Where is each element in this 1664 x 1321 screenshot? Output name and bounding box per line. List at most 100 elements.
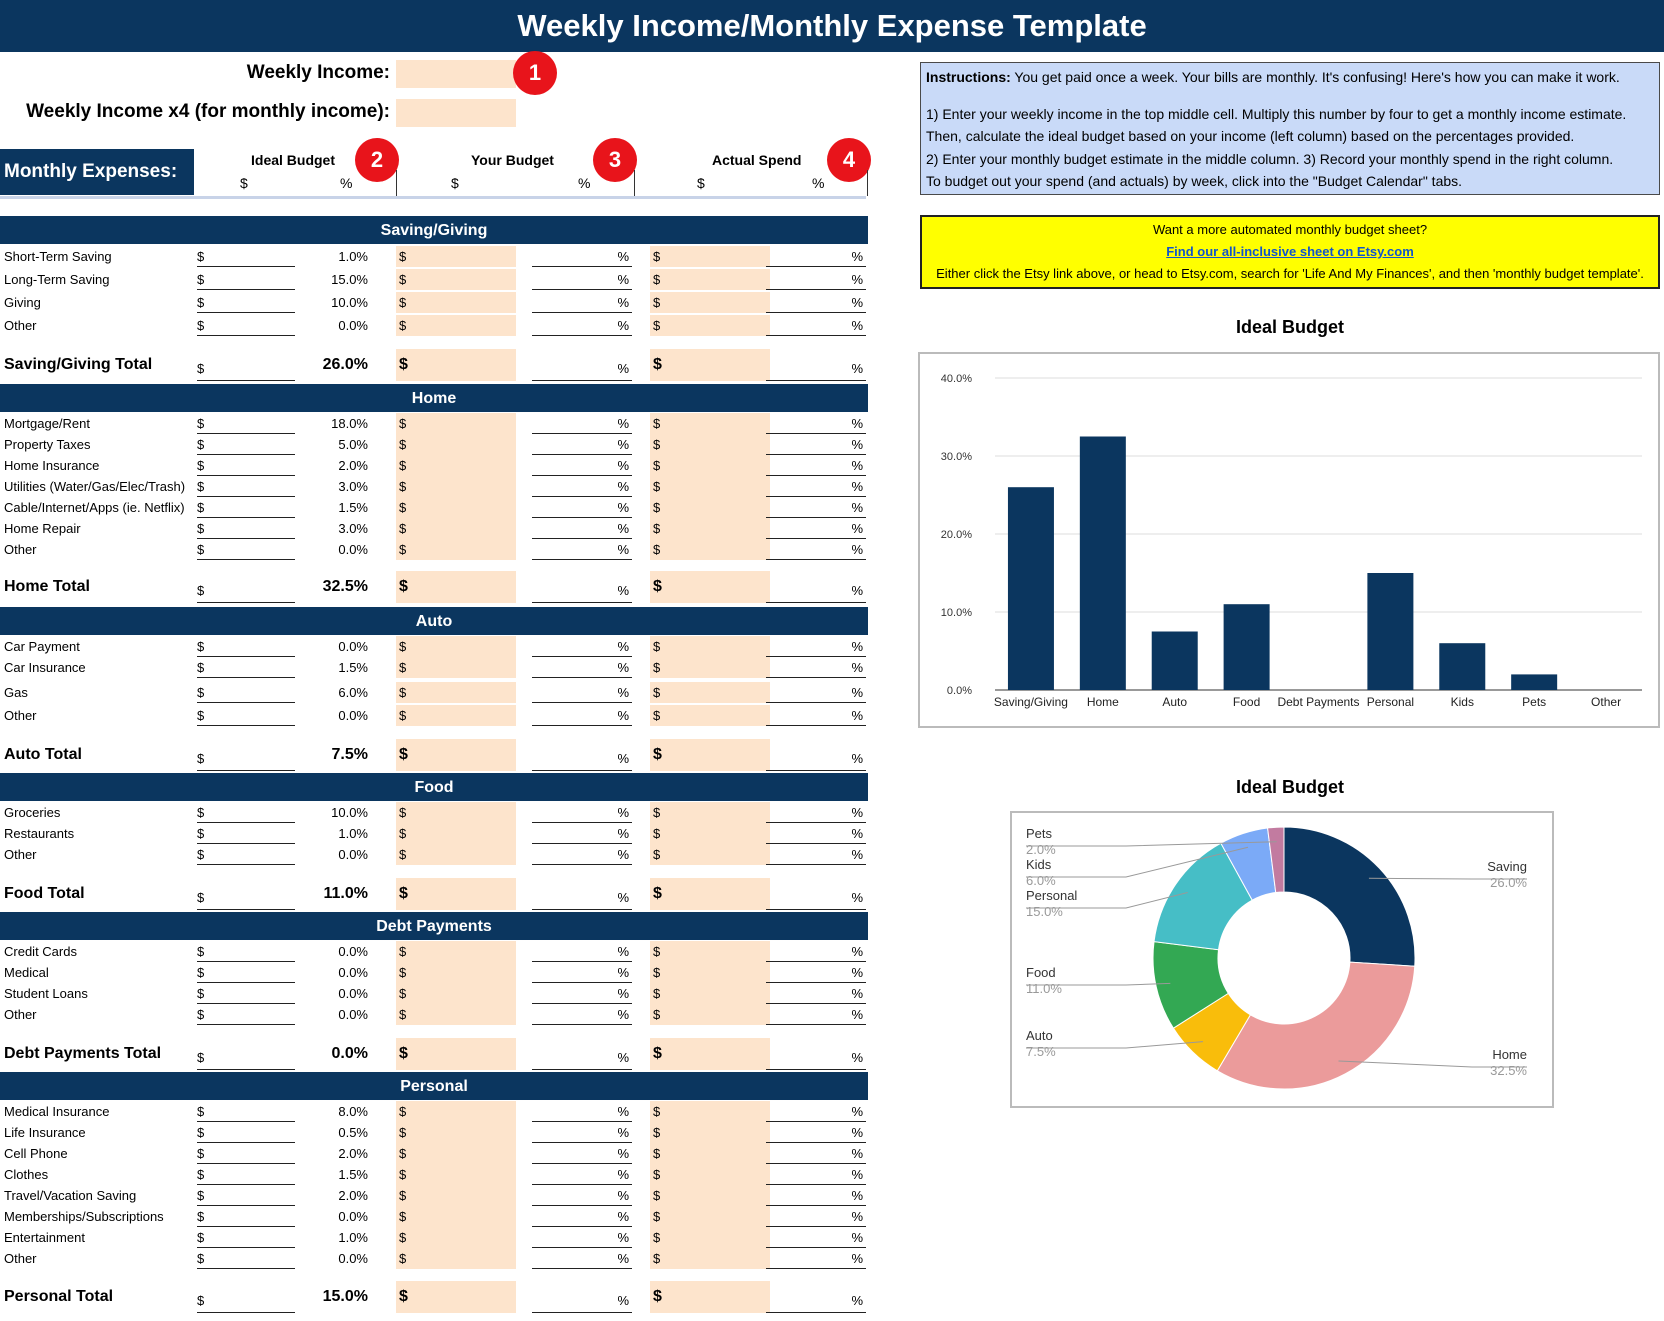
your-budget-total[interactable]: $	[396, 878, 516, 910]
your-budget-input[interactable]: $	[396, 1227, 516, 1248]
donut-leader-line	[1026, 982, 1171, 986]
actual-spend-input[interactable]: $	[650, 1004, 770, 1025]
your-budget-total[interactable]: $	[396, 1038, 516, 1070]
row-label: Other	[4, 847, 37, 862]
ideal-dollar-cell: $	[197, 1185, 295, 1206]
actual-spend-total[interactable]: $	[650, 349, 770, 381]
actual-spend-input[interactable]: $	[650, 269, 770, 290]
your-budget-input[interactable]: $	[396, 983, 516, 1004]
actual-spend-input[interactable]: $	[650, 1185, 770, 1206]
donut-value: 26.0%	[1490, 875, 1527, 890]
actual-spend-input[interactable]: $	[650, 962, 770, 983]
your-percent-cell: %	[532, 497, 632, 518]
your-budget-input[interactable]: $	[396, 682, 516, 703]
your-budget-input[interactable]: $	[396, 844, 516, 865]
actual-spend-input[interactable]: $	[650, 539, 770, 560]
actual-spend-input[interactable]: $	[650, 1206, 770, 1227]
actual-spend-input[interactable]: $	[650, 983, 770, 1004]
ideal-dollar-cell: $	[197, 1004, 295, 1025]
actual-spend-input[interactable]: $	[650, 476, 770, 497]
your-budget-input[interactable]: $	[396, 518, 516, 539]
your-budget-total[interactable]: $	[396, 571, 516, 603]
your-budget-input[interactable]: $	[396, 962, 516, 983]
actual-spend-input[interactable]: $	[650, 434, 770, 455]
ideal-dollar-cell: $	[197, 1206, 295, 1227]
your-budget-input[interactable]: $	[396, 434, 516, 455]
your-budget-input[interactable]: $	[396, 823, 516, 844]
donut-label: Food	[1026, 965, 1056, 980]
actual-spend-input[interactable]: $	[650, 315, 770, 336]
your-budget-input[interactable]: $	[396, 455, 516, 476]
actual-spend-total[interactable]: $	[650, 1038, 770, 1070]
table-row: Car Payment $0.0% $% $%	[0, 636, 868, 657]
your-budget-input[interactable]: $	[396, 802, 516, 823]
actual-spend-input[interactable]: $	[650, 413, 770, 434]
ideal-percent-cell: 2.0%	[338, 1188, 368, 1203]
bar	[1007, 487, 1054, 690]
actual-spend-input[interactable]: $	[650, 823, 770, 844]
row-label: Car Payment	[4, 639, 80, 654]
actual-spend-input[interactable]: $	[650, 657, 770, 678]
your-budget-input[interactable]: $	[396, 636, 516, 657]
row-label: Home Insurance	[4, 458, 100, 473]
your-budget-input[interactable]: $	[396, 315, 516, 336]
row-label: Utilities (Water/Gas/Elec/Trash)	[4, 479, 186, 494]
your-budget-total[interactable]: $	[396, 739, 516, 771]
your-budget-input[interactable]: $	[396, 1248, 516, 1269]
ideal-dollar-cell: $	[197, 497, 295, 518]
actual-spend-input[interactable]: $	[650, 636, 770, 657]
your-budget-input[interactable]: $	[396, 413, 516, 434]
actual-spend-input[interactable]: $	[650, 1248, 770, 1269]
ideal-dollar-cell: $	[197, 823, 295, 844]
actual-percent-cell: %	[766, 682, 866, 703]
actual-spend-input[interactable]: $	[650, 705, 770, 726]
actual-percent-cell: %	[766, 657, 866, 678]
actual-spend-input[interactable]: $	[650, 518, 770, 539]
actual-spend-input[interactable]: $	[650, 497, 770, 518]
actual-spend-total[interactable]: $	[650, 878, 770, 910]
your-budget-input[interactable]: $	[396, 657, 516, 678]
actual-spend-input[interactable]: $	[650, 1164, 770, 1185]
actual-spend-input[interactable]: $	[650, 682, 770, 703]
actual-spend-input[interactable]: $	[650, 844, 770, 865]
actual-spend-input[interactable]: $	[650, 455, 770, 476]
your-percent-cell: %	[532, 983, 632, 1004]
your-budget-input[interactable]: $	[396, 941, 516, 962]
your-budget-input[interactable]: $	[396, 1185, 516, 1206]
your-budget-input[interactable]: $	[396, 1143, 516, 1164]
your-budget-input[interactable]: $	[396, 1122, 516, 1143]
actual-spend-input[interactable]: $	[650, 802, 770, 823]
actual-spend-input[interactable]: $	[650, 1227, 770, 1248]
your-budget-input[interactable]: $	[396, 292, 516, 313]
your-budget-input[interactable]: $	[396, 1004, 516, 1025]
etsy-link[interactable]: Find our all-inclusive sheet on Etsy.com	[1166, 244, 1414, 259]
actual-spend-input[interactable]: $	[650, 246, 770, 267]
table-row: Other $0.0% $% $%	[0, 539, 868, 560]
your-budget-input[interactable]: $	[396, 476, 516, 497]
actual-spend-input[interactable]: $	[650, 1143, 770, 1164]
actual-spend-total[interactable]: $	[650, 571, 770, 603]
your-budget-input[interactable]: $	[396, 1164, 516, 1185]
actual-spend-input[interactable]: $	[650, 941, 770, 962]
bar-chart-title: Ideal Budget	[1235, 317, 1344, 337]
actual-spend-input[interactable]: $	[650, 292, 770, 313]
actual-spend-input[interactable]: $	[650, 1101, 770, 1122]
your-budget-input[interactable]: $	[396, 539, 516, 560]
header-separator	[0, 196, 866, 199]
monthly-income-cell[interactable]	[396, 99, 516, 127]
actual-spend-total[interactable]: $	[650, 739, 770, 771]
actual-spend-total[interactable]: $	[650, 1281, 770, 1313]
your-budget-input[interactable]: $	[396, 705, 516, 726]
actual-percent-cell: %	[766, 413, 866, 434]
your-budget-total[interactable]: $	[396, 1281, 516, 1313]
your-budget-input[interactable]: $	[396, 246, 516, 267]
actual-spend-input[interactable]: $	[650, 1122, 770, 1143]
your-budget-input[interactable]: $	[396, 497, 516, 518]
weekly-income-input[interactable]	[396, 60, 516, 88]
your-budget-input[interactable]: $	[396, 1206, 516, 1227]
your-budget-input[interactable]: $	[396, 1101, 516, 1122]
y-tick-label: 10.0%	[941, 607, 972, 619]
your-budget-total[interactable]: $	[396, 349, 516, 381]
your-budget-input[interactable]: $	[396, 269, 516, 290]
ideal-dollar-cell: $	[197, 657, 295, 678]
